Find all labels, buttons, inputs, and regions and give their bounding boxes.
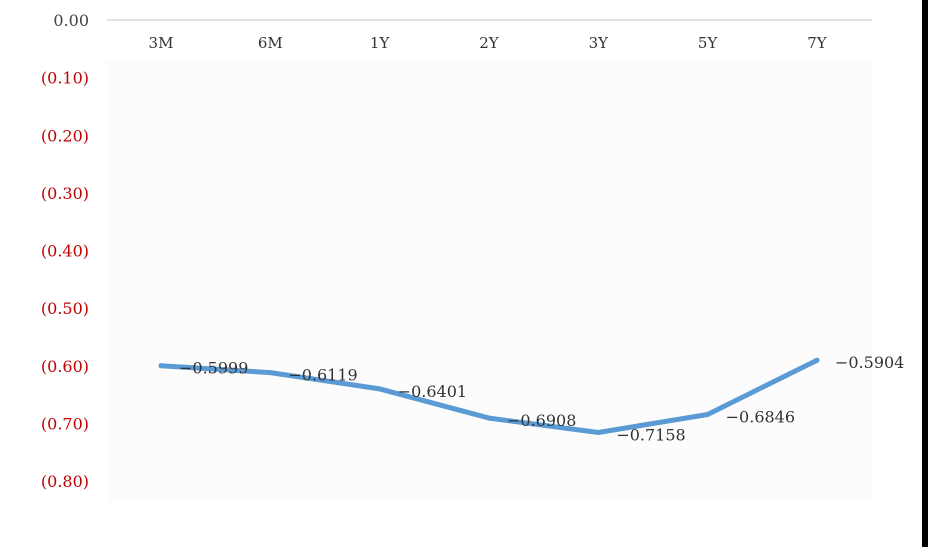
y-tick-label: (0.50) [41,299,89,318]
x-tick-label: 6M [258,34,283,52]
y-tick-label: (0.60) [41,357,89,376]
y-tick-label: (0.80) [41,472,89,491]
y-tick-label: (0.10) [41,69,89,88]
data-point [377,386,383,392]
x-tick-label: 5Y [698,34,719,52]
data-label: −0.6119 [288,366,357,385]
data-label: −0.7158 [616,425,685,444]
x-tick-label: 3M [149,34,174,52]
data-point [705,412,711,418]
data-label: −0.5904 [835,353,904,372]
y-tick-label: (0.30) [41,184,89,203]
x-tick-label: 7Y [807,34,828,52]
data-label: −0.5999 [179,359,248,378]
x-tick-label: 1Y [370,34,391,52]
data-label: −0.6908 [507,411,576,430]
y-tick-label: 0.00 [53,11,89,30]
right-border [922,0,928,547]
data-label: −0.6846 [726,408,795,427]
data-point [595,429,601,435]
data-point [158,363,164,369]
data-point [267,370,273,376]
plot-area [107,60,872,501]
y-tick-label: (0.20) [41,126,89,145]
data-label: −0.6401 [398,382,467,401]
data-point [814,357,820,363]
data-point [486,415,492,421]
y-tick-label: (0.40) [41,242,89,261]
y-tick-label: (0.70) [41,414,89,433]
x-tick-label: 2Y [479,34,500,52]
x-tick-label: 3Y [589,34,610,52]
